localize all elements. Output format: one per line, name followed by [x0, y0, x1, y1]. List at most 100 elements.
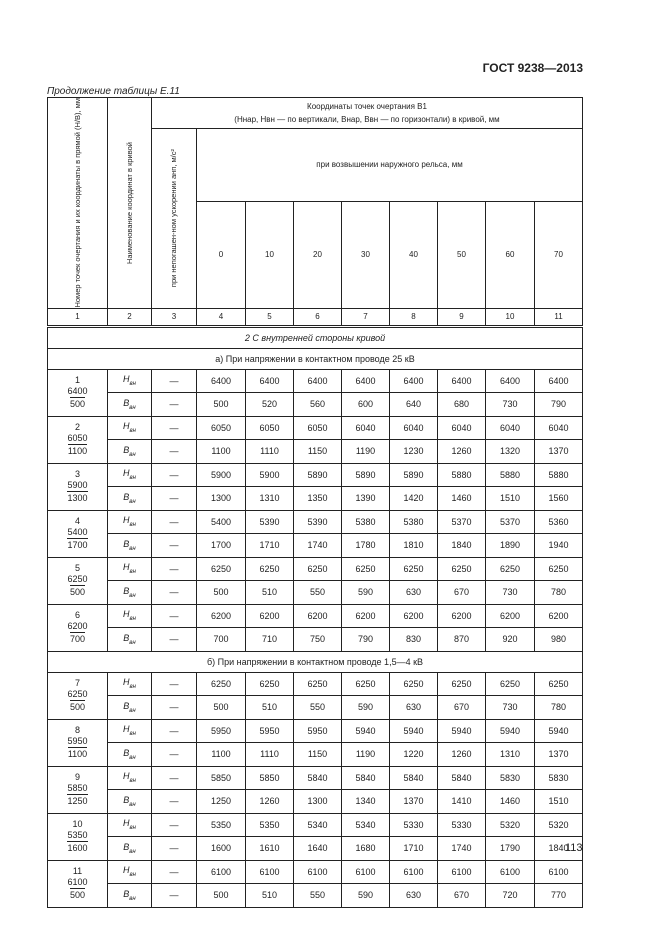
coordinate-name: Hвн: [107, 462, 152, 488]
value-cell: 6250: [534, 671, 583, 697]
value-cell: 6100: [245, 859, 294, 885]
value-cell: 6100: [485, 859, 535, 885]
value-cell: 1810: [389, 533, 438, 558]
value-cell: 5350: [245, 812, 294, 838]
point-cell: 11 6100 500: [47, 859, 108, 908]
coordinate-name: Bвн: [107, 580, 152, 605]
value-cell: 680: [437, 392, 486, 417]
table-row: 10 5350 1600 Hвн —5350 5350 5340 5340 5330 5330 53…: [47, 812, 583, 861]
point-cell: 2 6050 1100: [47, 415, 108, 464]
coordinate-name: Bвн: [107, 486, 152, 511]
value-cell: 6100: [437, 859, 486, 885]
coordinate-name: Hвн: [107, 415, 152, 441]
point-number: 4: [74, 516, 80, 527]
value-cell: 500: [196, 392, 246, 417]
value-cell: 6250: [341, 556, 390, 582]
value-cell: 1110: [245, 439, 294, 464]
table-row: 7 6250 500 Hвн —6250 6250 6250 6250 6250 6250 6250…: [47, 671, 583, 720]
acceleration-value: —: [151, 671, 197, 697]
value-cell: 5840: [437, 765, 486, 791]
value-cell: 6400: [245, 368, 294, 394]
value-cell: 1890: [485, 533, 535, 558]
value-cell: 1510: [534, 789, 583, 814]
table-row: Bвн —1250 1260 1300 1340 1370 1410 1460 1510: [48, 789, 583, 814]
value-cell: 980: [534, 627, 583, 652]
coordinate-name: Hвн: [107, 603, 152, 629]
subsection-title: а) При напряжении в контактном проводе 2…: [47, 347, 583, 370]
acceleration-value: —: [151, 627, 197, 652]
value-cell: 1710: [389, 836, 438, 861]
coordinate-name: Hвн: [107, 812, 152, 838]
coordinate-name: Hвн: [107, 765, 152, 791]
point-h: 5350: [67, 830, 88, 841]
point-h: 6400: [67, 386, 88, 397]
subsection-title: б) При напряжении в контактном проводе 1…: [47, 650, 583, 673]
column-number: 11: [534, 307, 583, 328]
value-cell: 6400: [341, 368, 390, 394]
value-cell: 5350: [196, 812, 246, 838]
header-elevation: 50: [437, 200, 486, 309]
value-cell: 1740: [293, 533, 342, 558]
value-cell: 1230: [389, 439, 438, 464]
value-cell: 6040: [485, 415, 535, 441]
value-cell: 5330: [437, 812, 486, 838]
column-number: 9: [437, 307, 486, 328]
value-cell: 790: [534, 392, 583, 417]
point-number: 7: [74, 678, 80, 689]
header-acceleration: при непогашен-ном ускорении aнп, м/с²: [151, 128, 197, 309]
header-elevation: 60: [485, 200, 535, 309]
point-b: 1700: [67, 538, 88, 551]
value-cell: 1610: [245, 836, 294, 861]
value-cell: 520: [245, 392, 294, 417]
value-cell: 5340: [293, 812, 342, 838]
value-cell: 6040: [437, 415, 486, 441]
value-cell: 5950: [293, 718, 342, 744]
point-number: 3: [74, 469, 80, 480]
value-cell: 1510: [485, 486, 535, 511]
value-cell: 1420: [389, 486, 438, 511]
value-cell: 670: [437, 580, 486, 605]
acceleration-value: —: [151, 765, 197, 791]
value-cell: 5370: [485, 509, 535, 535]
value-cell: 590: [341, 695, 390, 720]
value-cell: 6250: [341, 671, 390, 697]
value-cell: 510: [245, 580, 294, 605]
acceleration-value: —: [151, 580, 197, 605]
value-cell: 1370: [534, 742, 583, 767]
value-cell: 1560: [534, 486, 583, 511]
table-row: Bвн —500 510 550 590 630 670 730 780: [48, 580, 583, 605]
value-cell: 5340: [341, 812, 390, 838]
table-row: 1 6400 500 Hвн —6400 6400 6400 6400 6400 6400 6400…: [47, 368, 583, 417]
table-row: Bвн —500 520 560 600 640 680 730 790: [48, 392, 583, 417]
table-row: Bвн —1100 1110 1150 1190 1220 1260 1310 1370: [48, 742, 583, 767]
value-cell: 5390: [293, 509, 342, 535]
value-cell: 6250: [437, 671, 486, 697]
value-cell: 5840: [341, 765, 390, 791]
column-number: 4: [196, 307, 246, 328]
header-coordinates-group: Координаты точек очертания В1 (Hнар, Hвн …: [151, 97, 583, 129]
point-h: 6100: [67, 877, 88, 888]
point-b: 700: [69, 632, 86, 645]
value-cell: 5320: [534, 812, 583, 838]
column-number: 1: [47, 307, 108, 328]
value-cell: 5950: [196, 718, 246, 744]
value-cell: 6100: [341, 859, 390, 885]
coordinate-name: Bвн: [107, 789, 152, 814]
point-b: 1100: [67, 444, 88, 457]
value-cell: 1310: [485, 742, 535, 767]
column-number: 8: [389, 307, 438, 328]
acceleration-value: —: [151, 556, 197, 582]
point-cell: 6 6200 700: [47, 603, 108, 652]
value-cell: 6400: [534, 368, 583, 394]
point-b: 1600: [67, 841, 88, 854]
column-number: 7: [341, 307, 390, 328]
point-b: 1100: [67, 747, 88, 760]
value-cell: 920: [485, 627, 535, 652]
value-cell: 1460: [437, 486, 486, 511]
value-cell: 5370: [437, 509, 486, 535]
coordinate-name: Bвн: [107, 883, 152, 908]
table-row: 3 5900 1300 Hвн —5900 5900 5890 5890 5890 5880 588…: [47, 462, 583, 511]
value-cell: 6200: [293, 603, 342, 629]
value-cell: 1350: [293, 486, 342, 511]
value-cell: 6050: [196, 415, 246, 441]
